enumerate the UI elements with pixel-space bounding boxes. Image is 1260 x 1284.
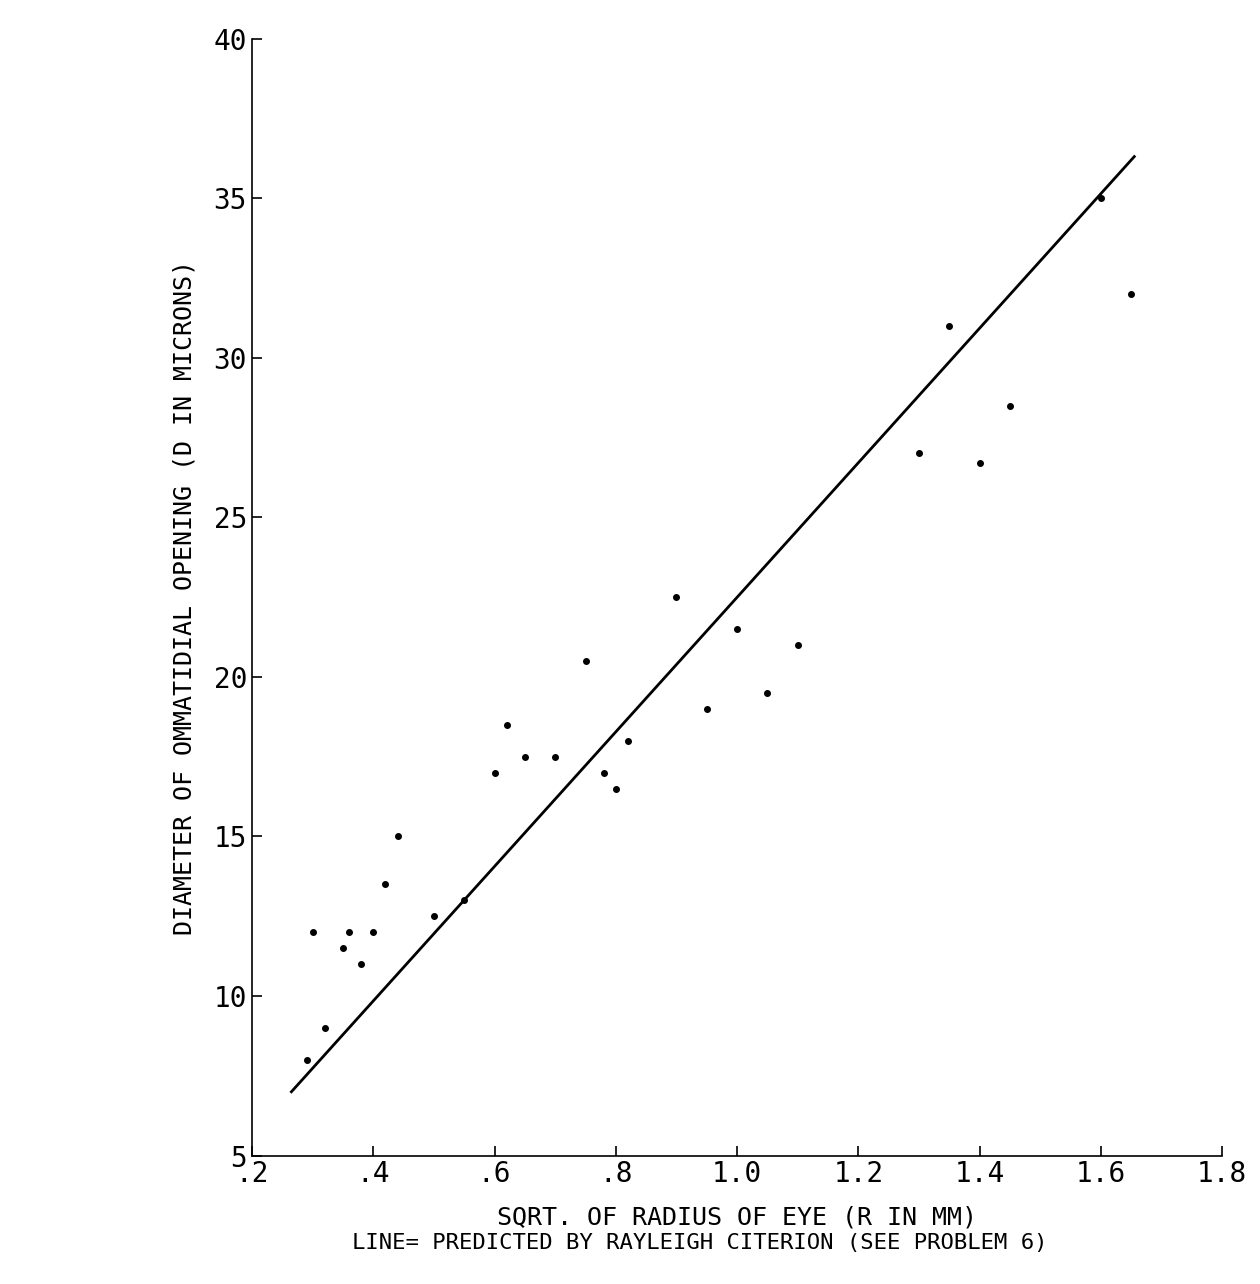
Y-axis label: DIAMETER OF OMMATIDIAL OPENING (D IN MICRONS): DIAMETER OF OMMATIDIAL OPENING (D IN MIC… <box>173 259 197 935</box>
Text: LINE= PREDICTED BY RAYLEIGH CITERION (SEE PROBLEM 6): LINE= PREDICTED BY RAYLEIGH CITERION (SE… <box>352 1233 1047 1253</box>
X-axis label: SQRT. OF RADIUS OF EYE (R IN MM): SQRT. OF RADIUS OF EYE (R IN MM) <box>498 1206 976 1229</box>
